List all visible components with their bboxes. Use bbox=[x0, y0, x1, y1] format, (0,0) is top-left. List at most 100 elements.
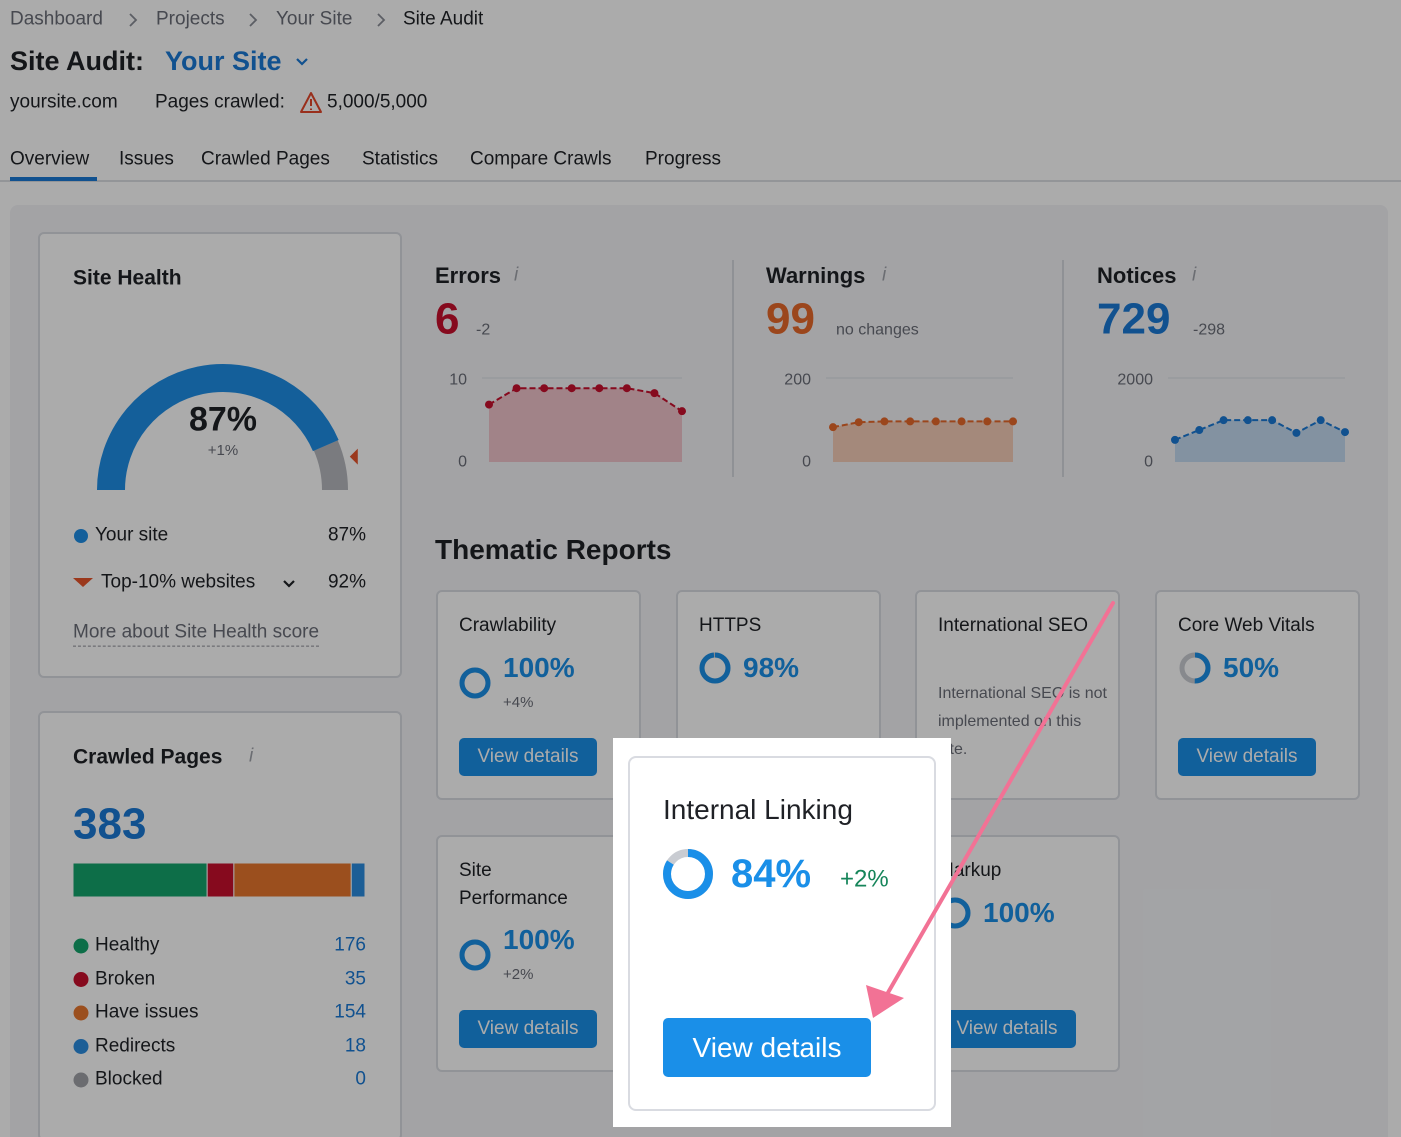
legend-value: 87% bbox=[327, 524, 366, 546]
pages-crawled-label: Pages crawled: bbox=[155, 91, 285, 113]
sparkline bbox=[1174, 419, 1346, 441]
issue-title: Notices bbox=[1097, 262, 1177, 288]
sparkline-point bbox=[622, 384, 631, 393]
top10-marker bbox=[349, 448, 358, 465]
legend-label: Broken bbox=[95, 968, 156, 990]
legend-label: Healthy bbox=[95, 934, 160, 956]
sparkline-point bbox=[1171, 435, 1179, 444]
report-change: +2% bbox=[840, 865, 889, 893]
legend-dot bbox=[74, 529, 88, 543]
domain: yoursite.com bbox=[10, 91, 118, 113]
sparkline-point bbox=[854, 418, 863, 427]
sparkline bbox=[832, 420, 1013, 429]
legend-label: Redirects bbox=[95, 1035, 176, 1057]
arrow-head bbox=[866, 985, 904, 1018]
issue-count: 99 bbox=[766, 294, 815, 344]
sparkline-point bbox=[931, 417, 940, 426]
sparkline-point bbox=[829, 423, 837, 432]
site-selector[interactable]: Your Site bbox=[165, 45, 282, 76]
legend-value: 154 bbox=[334, 1001, 366, 1023]
report-title: HTTPS bbox=[699, 615, 762, 636]
info-icon: i bbox=[514, 264, 519, 286]
legend-value: 176 bbox=[334, 934, 366, 956]
sparkline-point bbox=[880, 417, 889, 426]
report-title: Crawlability bbox=[459, 615, 557, 636]
tab[interactable]: Overview bbox=[10, 148, 90, 170]
legend-label: Your site bbox=[95, 524, 169, 546]
y-tick-label: 10 bbox=[449, 371, 467, 389]
sparkline-point bbox=[1243, 416, 1252, 425]
issue-change: -298 bbox=[1193, 321, 1226, 339]
legend-dot bbox=[73, 938, 89, 954]
sparkline-area bbox=[1175, 420, 1345, 462]
info-icon: i bbox=[1192, 264, 1197, 286]
legend-label[interactable]: Top-10% websites bbox=[101, 571, 256, 593]
report-score: 84% bbox=[731, 852, 812, 896]
breadcrumb-item[interactable]: Your Site bbox=[276, 8, 353, 30]
chevron bbox=[377, 13, 386, 27]
legend-dot bbox=[73, 972, 89, 987]
breadcrumb-item: Site Audit bbox=[403, 8, 484, 30]
sparkline-area bbox=[489, 388, 682, 462]
arrow-line bbox=[880, 601, 1115, 1005]
y-tick-label: 2000 bbox=[1117, 371, 1153, 389]
gauge-remainder bbox=[313, 440, 348, 491]
report-title: Internal Linking bbox=[663, 794, 853, 826]
tab[interactable]: Statistics bbox=[362, 148, 439, 170]
status-bar-segment bbox=[206, 862, 235, 898]
report-title: Core Web Vitals bbox=[1178, 615, 1315, 636]
info-icon: i bbox=[249, 745, 254, 767]
legend-value: 0 bbox=[355, 1068, 366, 1090]
legend-dot bbox=[73, 1039, 89, 1054]
sparkline-point bbox=[540, 384, 549, 393]
tab[interactable]: Compare Crawls bbox=[470, 148, 612, 170]
y-tick-label: 0 bbox=[458, 453, 467, 471]
view-details-button[interactable]: View details bbox=[938, 1010, 1076, 1048]
report-score: 100% bbox=[503, 924, 575, 956]
tab[interactable]: Progress bbox=[645, 148, 722, 170]
active-tab-underline bbox=[10, 177, 97, 181]
legend-label: Have issues bbox=[95, 1001, 199, 1023]
chevron bbox=[249, 13, 258, 27]
issue-title: Warnings bbox=[766, 262, 866, 288]
sparkline-point bbox=[650, 389, 659, 398]
issue-change: no changes bbox=[836, 321, 919, 339]
breadcrumb-item[interactable]: Dashboard bbox=[10, 8, 103, 30]
view-details-button[interactable]: View details bbox=[459, 738, 597, 776]
view-details-button[interactable]: View details bbox=[663, 1018, 871, 1077]
sparkline-point bbox=[1341, 428, 1349, 437]
sparkline-area bbox=[833, 421, 1013, 462]
card-title: Crawled Pages bbox=[73, 745, 223, 769]
issue-change: -2 bbox=[476, 321, 491, 339]
report-score: 100% bbox=[503, 652, 575, 684]
report-score: 98% bbox=[743, 652, 800, 684]
view-details-button[interactable]: View details bbox=[1178, 738, 1316, 776]
health-change: +1% bbox=[207, 442, 239, 459]
sparkline-point bbox=[1219, 416, 1228, 425]
ring-value bbox=[1179, 652, 1211, 684]
page-title: Site Audit: bbox=[10, 45, 144, 76]
tab[interactable]: Crawled Pages bbox=[201, 148, 330, 170]
tab[interactable]: Issues bbox=[119, 148, 174, 170]
gauge-value bbox=[97, 364, 339, 491]
section-title: Thematic Reports bbox=[435, 534, 672, 566]
sparkline-point bbox=[595, 384, 604, 393]
health-link[interactable]: More about Site Health score bbox=[73, 622, 320, 647]
legend-value: 92% bbox=[327, 571, 366, 593]
report-title: International SEO bbox=[938, 615, 1088, 636]
legend-value: 18 bbox=[344, 1035, 366, 1057]
sparkline bbox=[488, 387, 683, 412]
tab-divider bbox=[0, 180, 1401, 182]
breadcrumb-item[interactable]: Projects bbox=[156, 8, 225, 30]
legend-value: 35 bbox=[344, 968, 366, 990]
ring-value bbox=[663, 849, 713, 899]
view-details-button[interactable]: View details bbox=[459, 1010, 597, 1048]
sparkline-point bbox=[678, 407, 686, 416]
sparkline-point bbox=[1195, 426, 1204, 435]
sparkline-point bbox=[906, 417, 915, 426]
chevron-down bbox=[283, 580, 295, 588]
y-tick-label: 0 bbox=[802, 453, 811, 471]
